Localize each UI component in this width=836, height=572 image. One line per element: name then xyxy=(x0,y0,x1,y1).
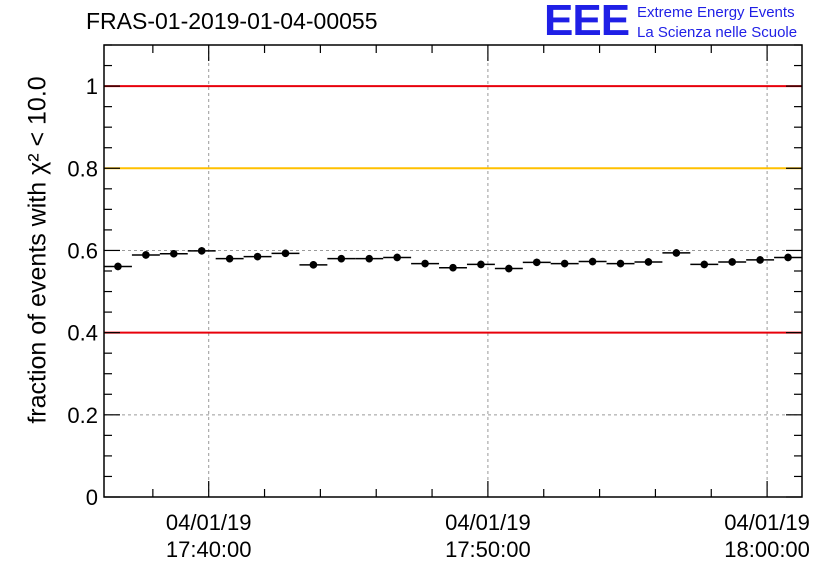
data-point xyxy=(114,262,122,271)
data-point xyxy=(197,247,206,255)
logo-subtitle-line1: Extreme Energy Events xyxy=(637,4,795,21)
data-point xyxy=(477,260,485,269)
data-point xyxy=(365,254,374,263)
x-tick-label-time: 17:50:00 xyxy=(445,537,531,562)
data-point xyxy=(337,254,346,263)
logo-subtitle-line2: La Scienza nelle Scuole xyxy=(637,24,798,41)
chart-title: FRAS-01-2019-01-04-00055 xyxy=(86,8,378,34)
x-tick-label-date: 04/01/19 xyxy=(445,510,531,535)
y-tick-label: 0 xyxy=(86,485,98,510)
y-tick-label: 0.6 xyxy=(67,238,98,263)
data-point xyxy=(253,252,262,261)
x-tick-label-date: 04/01/19 xyxy=(724,510,810,535)
data-point xyxy=(728,258,736,266)
data-point xyxy=(700,260,709,269)
data-point xyxy=(784,253,792,262)
x-tick-label-date: 04/01/19 xyxy=(166,510,252,535)
data-point xyxy=(756,256,764,264)
data-point xyxy=(142,251,150,259)
data-point xyxy=(309,261,318,269)
data-point xyxy=(616,259,625,268)
data-point xyxy=(281,249,290,258)
data-point xyxy=(170,249,178,258)
data-point xyxy=(449,263,457,272)
data-point xyxy=(560,259,569,268)
eee-logo: EEE xyxy=(544,0,630,45)
y-tick-label: 0.2 xyxy=(67,403,98,428)
y-tick-label: 0.4 xyxy=(67,321,98,346)
y-tick-label: 0.8 xyxy=(67,156,98,181)
data-point xyxy=(505,264,513,273)
x-tick-label-time: 17:40:00 xyxy=(166,537,252,562)
data-point xyxy=(672,249,681,257)
x-tick-label-time: 18:00:00 xyxy=(724,537,810,562)
y-tick-label: 1 xyxy=(86,74,98,99)
data-point xyxy=(393,253,401,262)
data-point xyxy=(532,258,541,267)
data-point xyxy=(421,259,429,268)
data-point xyxy=(588,257,597,266)
data-point xyxy=(225,254,234,263)
data-point xyxy=(644,258,653,266)
